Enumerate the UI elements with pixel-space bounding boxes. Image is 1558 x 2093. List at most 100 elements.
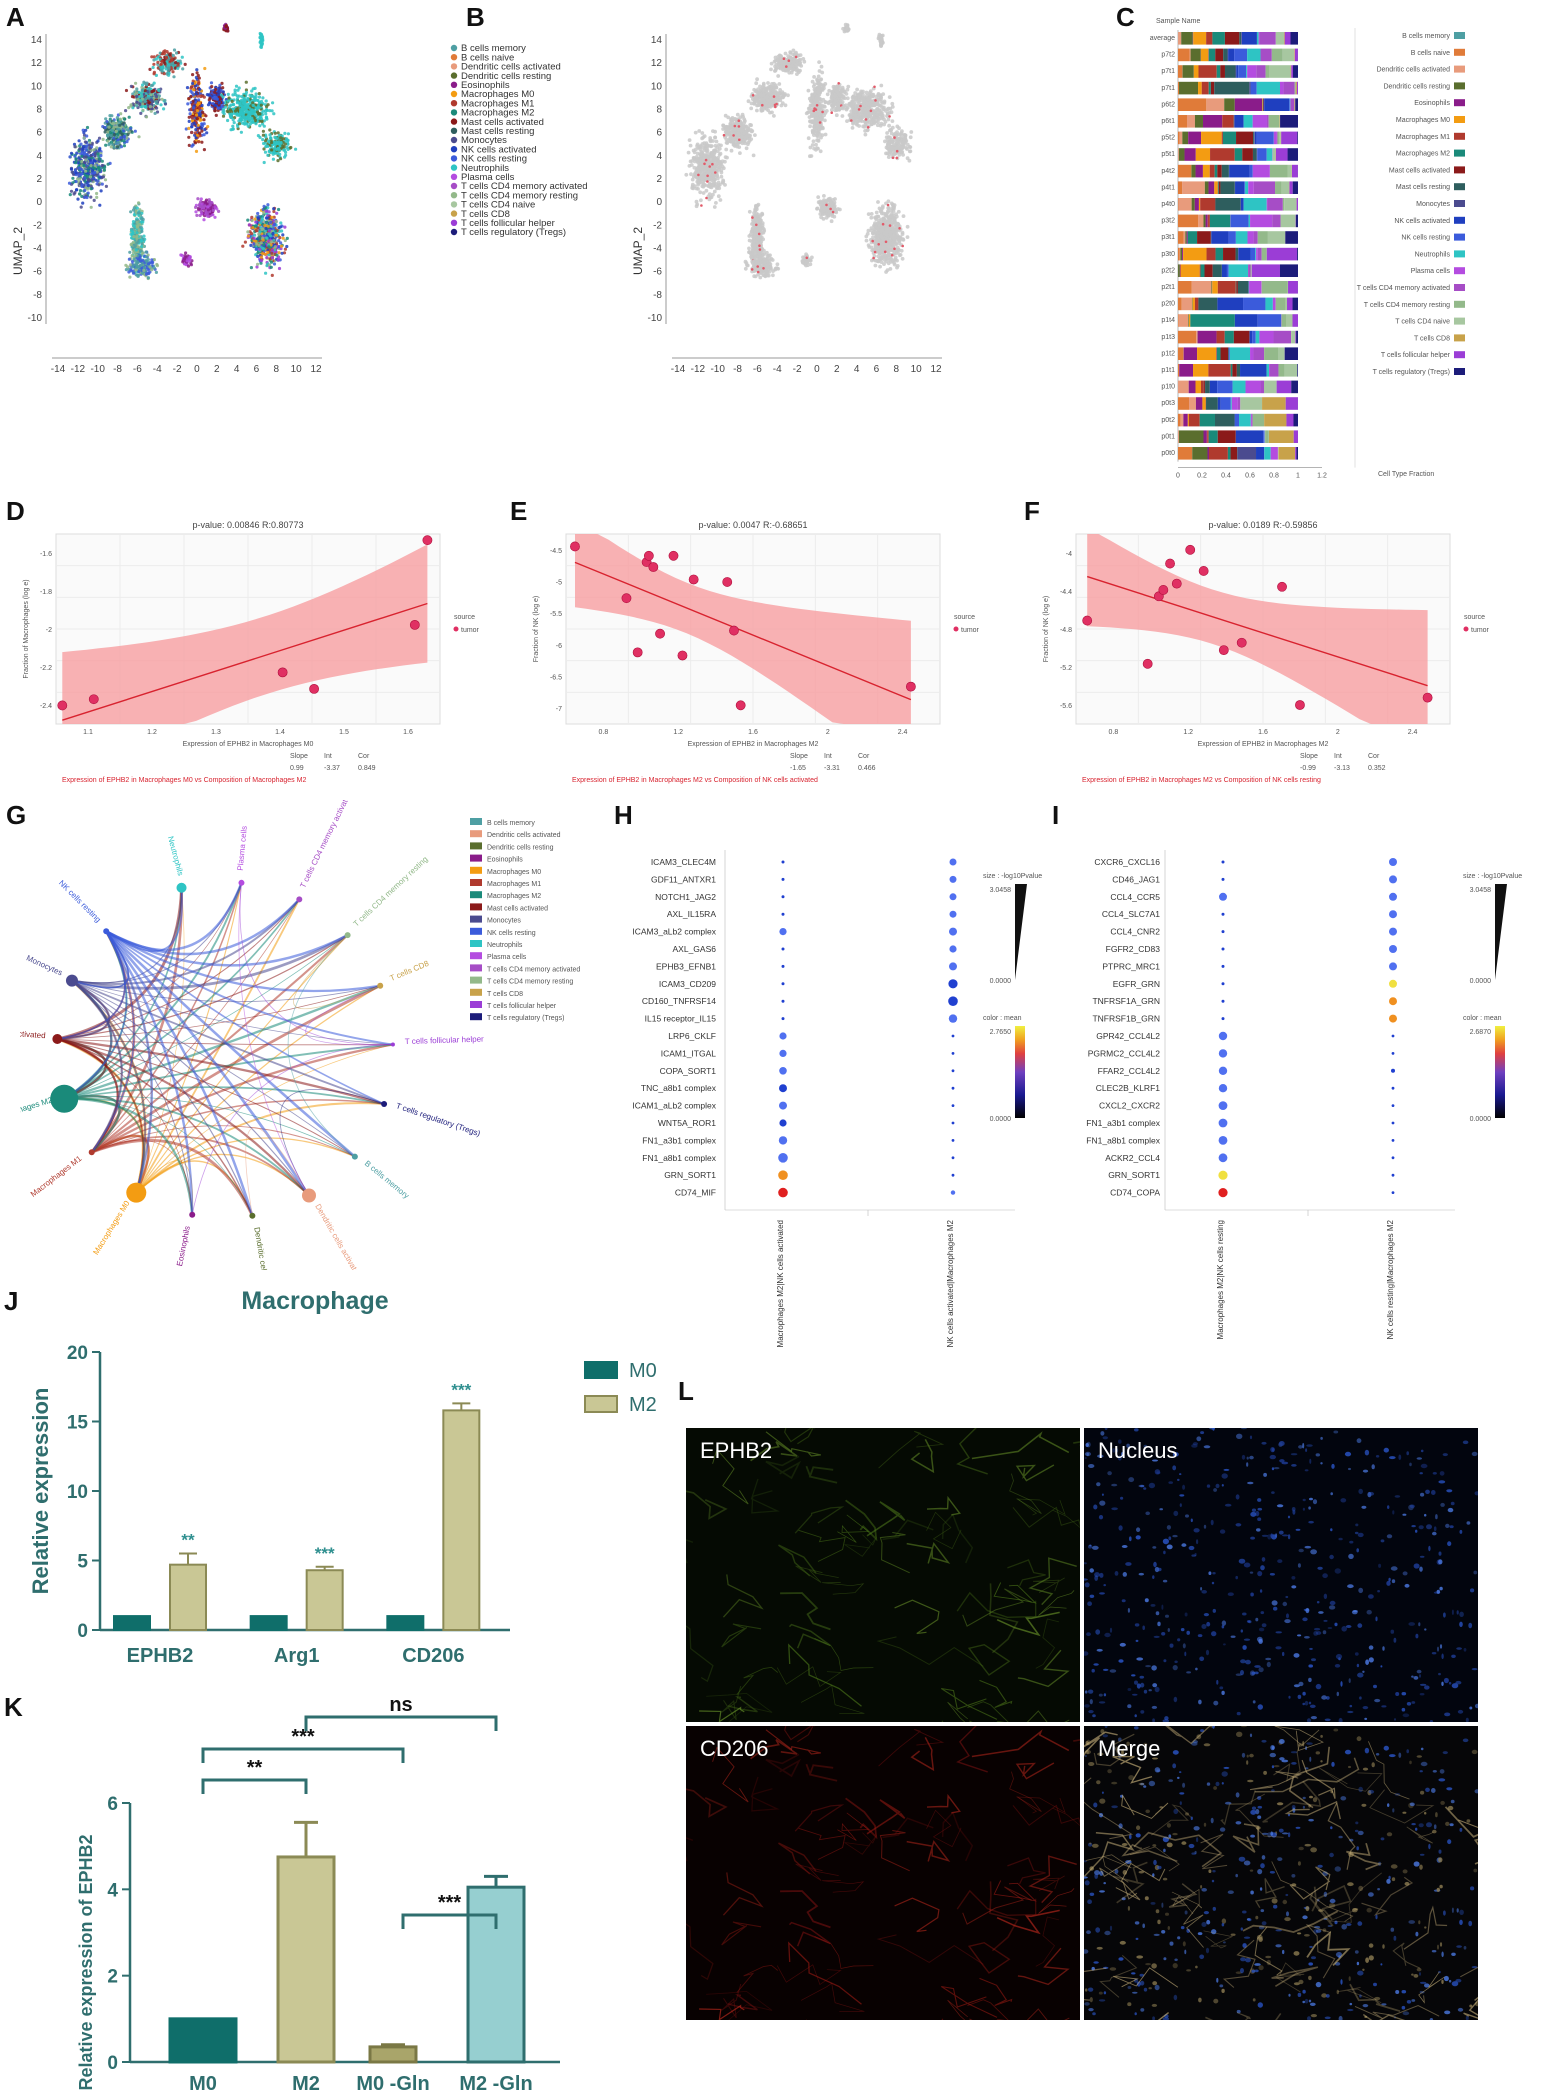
umap-cell bbox=[233, 109, 238, 113]
umap-cell bbox=[96, 179, 100, 183]
umap-cell bbox=[98, 147, 102, 151]
umap-cell bbox=[154, 99, 159, 103]
umap-cell bbox=[193, 131, 197, 135]
umap-cell bbox=[815, 146, 820, 151]
umap-cell bbox=[81, 201, 85, 205]
umap-cell bbox=[201, 110, 205, 114]
umap-cell bbox=[729, 148, 734, 153]
umap-cell bbox=[253, 217, 257, 221]
umap-cell bbox=[710, 152, 715, 157]
umap-cell bbox=[141, 258, 145, 262]
umap-cell bbox=[246, 218, 250, 222]
umap-cell bbox=[708, 136, 713, 140]
umap-cell bbox=[213, 205, 217, 209]
umap-y-tick: 6 bbox=[656, 128, 662, 139]
umap-cell bbox=[196, 81, 201, 86]
umap-cell bbox=[753, 274, 758, 279]
umap-cell bbox=[211, 102, 215, 106]
umap-cell bbox=[264, 99, 268, 103]
umap-legend-dot bbox=[450, 228, 458, 236]
umap-cell bbox=[687, 138, 692, 143]
umap-cell bbox=[132, 257, 136, 261]
umap-y-tick: 8 bbox=[656, 105, 662, 116]
umap-cell bbox=[221, 114, 226, 118]
umap-cell bbox=[140, 217, 144, 221]
umap-cell bbox=[283, 131, 287, 135]
umap-cell bbox=[263, 224, 267, 228]
umap-x-tick: 0 bbox=[194, 364, 200, 375]
umap-cell bbox=[261, 138, 265, 142]
umap-cell bbox=[245, 110, 249, 114]
umap-highlight-cell bbox=[815, 104, 819, 107]
umap-cell bbox=[812, 133, 816, 138]
umap-cell bbox=[213, 106, 217, 110]
umap-cell bbox=[270, 273, 274, 277]
umap-cell bbox=[256, 262, 260, 266]
umap-cell bbox=[254, 92, 258, 96]
umap-cell bbox=[250, 218, 254, 223]
umap-cell bbox=[137, 228, 141, 232]
umap-cell bbox=[281, 233, 285, 237]
umap-cell bbox=[781, 65, 786, 70]
umap-legend-dot bbox=[450, 54, 458, 61]
umap-cell bbox=[738, 115, 743, 120]
umap-cell bbox=[259, 241, 264, 245]
umap-cell bbox=[704, 188, 709, 193]
umap-cell bbox=[251, 103, 255, 108]
umap-cell bbox=[261, 96, 265, 100]
umap-cell bbox=[752, 211, 756, 215]
umap-cell bbox=[153, 111, 157, 115]
umap-cell bbox=[259, 32, 263, 37]
umap-cell bbox=[815, 77, 819, 82]
umap-cell bbox=[97, 166, 101, 170]
umap-cell bbox=[155, 264, 159, 268]
umap-cell bbox=[266, 224, 270, 228]
umap-cell bbox=[176, 59, 180, 63]
umap-cell bbox=[798, 57, 803, 62]
umap-cell bbox=[778, 88, 782, 92]
umap-cell bbox=[144, 250, 148, 254]
umap-cell bbox=[196, 197, 200, 201]
umap-cell bbox=[98, 175, 102, 179]
umap-cell bbox=[233, 90, 237, 94]
umap-cluster bbox=[67, 125, 112, 209]
umap-cell bbox=[280, 251, 284, 255]
umap-cell bbox=[726, 115, 731, 120]
umap-cell bbox=[126, 265, 130, 269]
umap-cell bbox=[224, 24, 228, 29]
umap-cell bbox=[196, 123, 200, 127]
umap-cell bbox=[118, 123, 122, 127]
umap-cell bbox=[206, 125, 210, 129]
umap-cell bbox=[279, 141, 283, 145]
umap-cell bbox=[258, 237, 262, 241]
umap-cell bbox=[246, 234, 251, 238]
umap-cell bbox=[278, 225, 282, 229]
umap-cell bbox=[272, 262, 277, 266]
umap-cell bbox=[810, 143, 815, 147]
umap-cell bbox=[786, 93, 790, 98]
umap-cell bbox=[772, 114, 776, 118]
umap-cell bbox=[78, 172, 82, 176]
umap-cell bbox=[700, 131, 705, 135]
umap-cell bbox=[756, 236, 760, 241]
panel-letter-h: H bbox=[614, 800, 633, 830]
umap-cell bbox=[749, 101, 754, 106]
umap-cell bbox=[253, 233, 257, 237]
umap-cell bbox=[697, 129, 702, 133]
umap-cell bbox=[760, 211, 764, 216]
umap-cell bbox=[242, 96, 246, 100]
umap-cell bbox=[260, 119, 264, 124]
umap-cell bbox=[285, 138, 289, 143]
umap-cell bbox=[140, 242, 144, 246]
umap-highlight-cell bbox=[711, 162, 714, 166]
umap-cell bbox=[252, 236, 256, 240]
umap-cell bbox=[213, 109, 217, 113]
umap-cell bbox=[71, 176, 75, 180]
umap-legend-dot bbox=[450, 72, 458, 79]
umap-cell bbox=[205, 131, 209, 135]
umap-cell bbox=[754, 81, 759, 86]
umap-cell bbox=[146, 90, 150, 94]
umap-cell bbox=[197, 98, 201, 102]
umap-cell bbox=[200, 122, 204, 126]
umap-cell bbox=[137, 270, 141, 274]
